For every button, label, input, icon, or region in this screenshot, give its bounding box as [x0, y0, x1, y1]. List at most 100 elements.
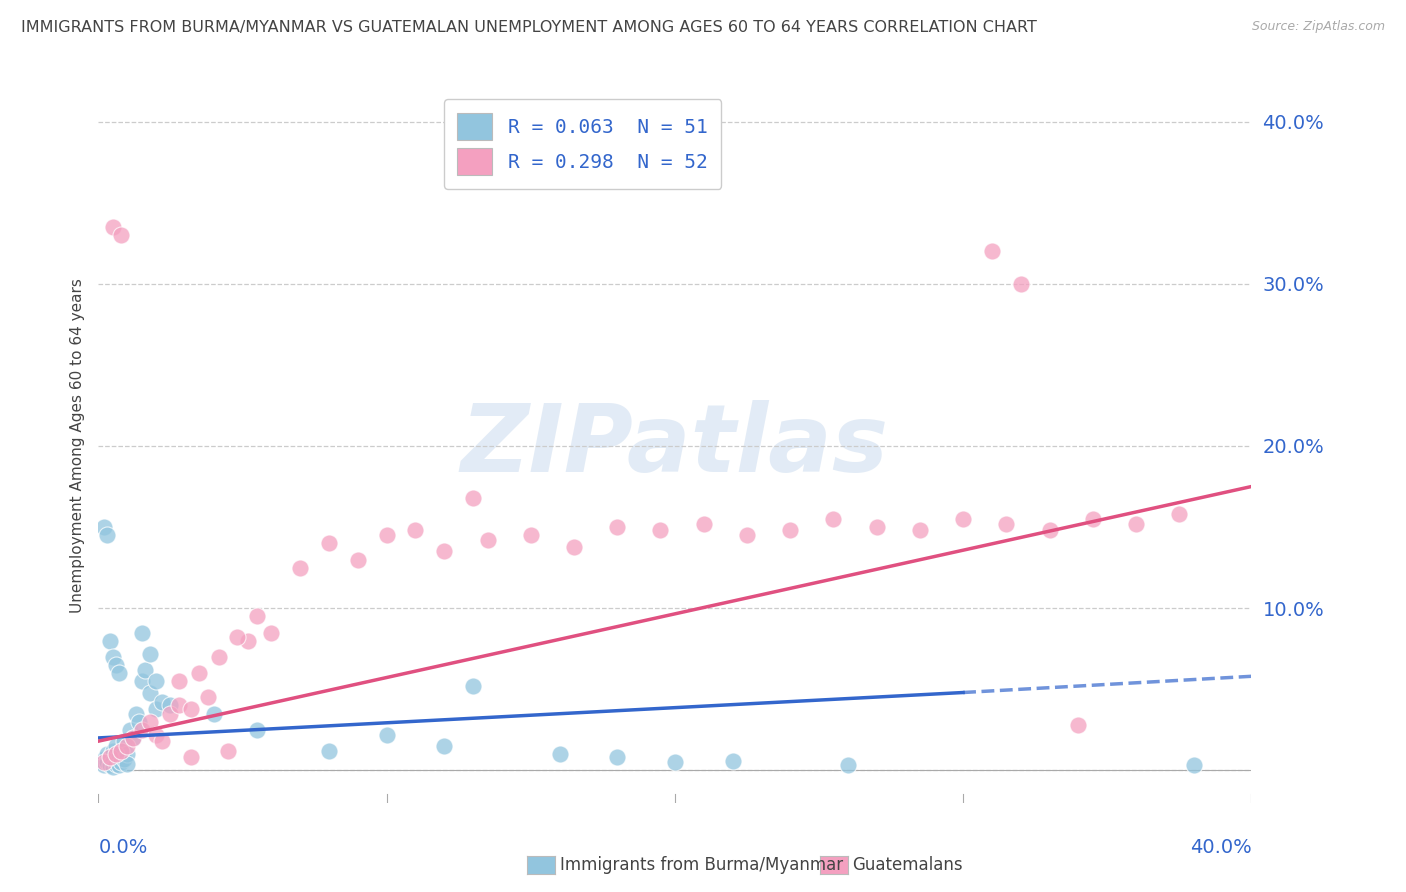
Point — [290, 560, 312, 574]
Point — [346, 552, 368, 566]
Point — [112, 752, 135, 766]
Point — [217, 744, 239, 758]
Point — [981, 244, 1004, 259]
Point — [461, 679, 484, 693]
Point — [110, 756, 132, 770]
Point — [1081, 512, 1104, 526]
Point — [318, 536, 340, 550]
Point — [664, 756, 686, 770]
Point — [128, 714, 150, 729]
Point — [159, 706, 181, 721]
Point — [117, 756, 139, 771]
Point — [318, 744, 340, 758]
Point — [107, 758, 129, 772]
Point — [93, 758, 115, 772]
Point — [650, 524, 672, 538]
Point — [139, 714, 162, 729]
Point — [90, 756, 112, 770]
Point — [93, 756, 115, 770]
Point — [461, 491, 484, 505]
Point — [246, 609, 269, 624]
Point — [122, 731, 145, 745]
Point — [433, 544, 456, 558]
Text: Guatemalans: Guatemalans — [852, 856, 963, 874]
Point — [188, 666, 211, 681]
Point — [93, 752, 115, 766]
Point — [721, 754, 744, 768]
Point — [375, 728, 398, 742]
Point — [107, 666, 129, 681]
Point — [548, 747, 571, 761]
Point — [110, 744, 132, 758]
Point — [98, 758, 121, 772]
Point — [180, 750, 202, 764]
Point — [520, 528, 543, 542]
Point — [110, 744, 132, 758]
Point — [1182, 758, 1205, 772]
Point — [96, 528, 118, 542]
Point — [107, 750, 129, 764]
Point — [101, 760, 124, 774]
Point — [131, 625, 153, 640]
Point — [995, 516, 1018, 531]
Point — [197, 690, 219, 705]
Point — [1010, 277, 1032, 291]
Point — [225, 631, 247, 645]
Point — [125, 706, 148, 721]
Point — [145, 674, 167, 689]
Point — [238, 633, 260, 648]
Point — [167, 698, 190, 713]
Point — [606, 520, 628, 534]
Point — [104, 739, 127, 753]
Point — [1067, 718, 1090, 732]
Point — [117, 739, 139, 753]
Point — [606, 750, 628, 764]
Point — [101, 649, 124, 664]
Point — [477, 533, 499, 547]
Point — [145, 702, 167, 716]
Point — [866, 520, 889, 534]
Text: ZIPatlas: ZIPatlas — [461, 400, 889, 492]
Point — [98, 750, 121, 764]
Point — [405, 524, 427, 538]
Point — [150, 695, 173, 709]
Point — [562, 540, 585, 554]
Point — [837, 758, 859, 772]
Text: Source: ZipAtlas.com: Source: ZipAtlas.com — [1251, 20, 1385, 33]
Point — [134, 663, 156, 677]
Point — [101, 744, 124, 758]
Y-axis label: Unemployment Among Ages 60 to 64 years: Unemployment Among Ages 60 to 64 years — [69, 278, 84, 614]
Point — [93, 520, 115, 534]
Text: IMMIGRANTS FROM BURMA/MYANMAR VS GUATEMALAN UNEMPLOYMENT AMONG AGES 60 TO 64 YEA: IMMIGRANTS FROM BURMA/MYANMAR VS GUATEMA… — [21, 20, 1038, 35]
Point — [823, 512, 845, 526]
Point — [104, 747, 127, 761]
Text: 0.0%: 0.0% — [98, 838, 148, 857]
Point — [139, 685, 162, 699]
Point — [159, 698, 181, 713]
Point — [1168, 507, 1191, 521]
Point — [96, 747, 118, 761]
Point — [202, 706, 225, 721]
Point — [131, 674, 153, 689]
Point — [150, 734, 173, 748]
Point — [1039, 524, 1062, 538]
Point — [180, 702, 202, 716]
Point — [145, 728, 167, 742]
Point — [952, 512, 974, 526]
Point — [735, 528, 758, 542]
Point — [139, 647, 162, 661]
Point — [120, 723, 142, 737]
Point — [693, 516, 716, 531]
Point — [122, 731, 145, 745]
Point — [98, 750, 121, 764]
Point — [110, 228, 132, 243]
Point — [112, 734, 135, 748]
Point — [104, 756, 127, 771]
Point — [96, 756, 118, 770]
Point — [246, 723, 269, 737]
Point — [1125, 516, 1147, 531]
Point — [908, 524, 931, 538]
Text: Immigrants from Burma/Myanmar: Immigrants from Burma/Myanmar — [560, 856, 842, 874]
Point — [375, 528, 398, 542]
Point — [779, 524, 801, 538]
